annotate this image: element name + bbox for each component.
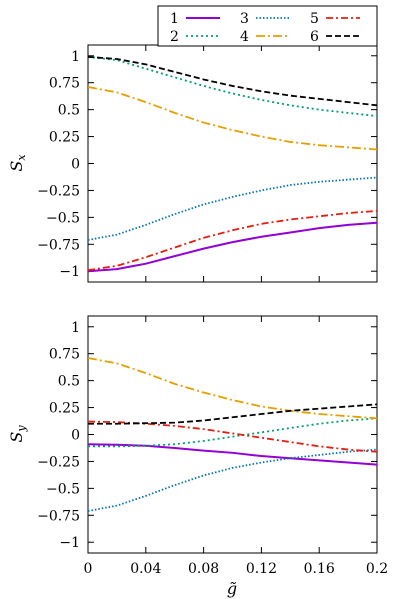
bottom-plot-series [87, 357, 378, 512]
top-y-tick-label: −0.5 [46, 210, 80, 226]
legend-label-1: 1 [170, 11, 179, 27]
bottom-y-tick-label: 0 [71, 428, 80, 444]
legend-label-6: 6 [310, 29, 319, 45]
top-y-tick-label: 0.5 [58, 103, 80, 119]
bottom-x-tick-label: 0.2 [366, 561, 388, 577]
top-series-1-line [87, 221, 378, 273]
bottom-series-2-line [88, 417, 378, 448]
legend-label-2: 2 [170, 29, 179, 45]
top-y-axis-label: Sx [7, 154, 28, 172]
bottom-x-tick-label: 0.08 [188, 561, 219, 577]
bottom-y-tick-label: 0.25 [49, 401, 80, 417]
bottom-series-6-line [88, 403, 378, 425]
top-y-tick-label: −0.75 [37, 237, 80, 253]
top-y-tick-label: 0.75 [49, 76, 80, 92]
top-plot-axes: −1 −0.75 −0.5 −0.25 0 0.25 0.5 0.75 1 [37, 45, 378, 282]
bottom-x-tick-label: 0.04 [130, 561, 161, 577]
bottom-y-tick-label: −1 [59, 535, 80, 551]
top-plot-series [87, 55, 378, 273]
bottom-plot-axes: −1 −0.75 −0.5 −0.25 0 0.25 0.5 0.75 1 0 0.04 0.08 0.… [37, 316, 388, 577]
bottom-series-4-line [87, 357, 378, 420]
legend-label-3: 3 [240, 11, 249, 27]
top-series-4-line [87, 86, 378, 151]
top-series-3-line [87, 176, 378, 241]
bottom-y-tick-label: −0.5 [46, 481, 80, 497]
bottom-x-tick-label: 0.12 [246, 561, 277, 577]
legend-label-4: 4 [240, 29, 249, 45]
legend: 1 2 3 4 5 6 [170, 11, 360, 45]
top-series-5-line [87, 210, 378, 272]
bottom-y-tick-label: 0.75 [49, 347, 80, 363]
bottom-y-tick-label: −0.75 [37, 508, 80, 524]
legend-label-5: 5 [310, 11, 319, 27]
bottom-x-tick-label: 0 [84, 561, 93, 577]
bottom-y-tick-label: −0.25 [37, 454, 80, 470]
bottom-series-1-line [87, 443, 378, 466]
top-plot-frame [87, 44, 378, 283]
bottom-x-tick-label: 0.16 [304, 561, 335, 577]
x-axis-label: g̃ [227, 579, 237, 598]
bottom-y-tick-label: 1 [71, 320, 80, 336]
bottom-y-tick-label: 0.5 [58, 374, 80, 390]
top-y-tick-label: −1 [59, 264, 80, 280]
top-y-tick-label: 0.25 [49, 130, 80, 146]
bottom-plot-frame [87, 315, 378, 554]
top-series-6-line [87, 55, 378, 107]
top-y-tick-label: 1 [71, 49, 80, 65]
bottom-series-3-line [87, 448, 378, 512]
bottom-y-axis-label: Sy [7, 425, 28, 443]
top-y-tick-label: 0 [71, 157, 80, 173]
top-y-tick-label: −0.25 [37, 183, 80, 199]
legend-box [157, 5, 378, 47]
